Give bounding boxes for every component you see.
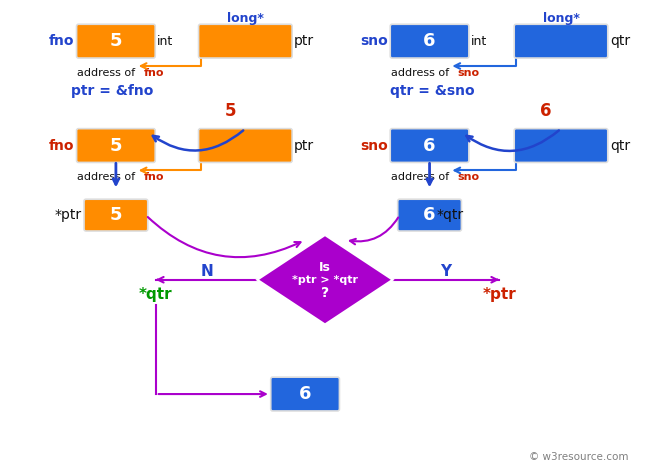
Text: 6: 6 — [423, 32, 436, 50]
FancyBboxPatch shape — [390, 24, 469, 58]
Text: 5: 5 — [109, 32, 122, 50]
Text: *qtr: *qtr — [436, 208, 464, 222]
Text: 6: 6 — [423, 136, 436, 155]
Text: long*: long* — [542, 12, 579, 25]
Text: qtr: qtr — [610, 139, 630, 153]
Text: long*: long* — [227, 12, 264, 25]
Text: fno: fno — [49, 34, 75, 48]
FancyBboxPatch shape — [271, 377, 339, 411]
Text: sno: sno — [361, 139, 388, 153]
FancyBboxPatch shape — [199, 129, 292, 163]
FancyBboxPatch shape — [199, 24, 292, 58]
Text: ?: ? — [321, 286, 329, 300]
Text: fno: fno — [49, 139, 75, 153]
FancyBboxPatch shape — [390, 129, 469, 163]
Text: int: int — [158, 35, 173, 47]
Text: Y: Y — [441, 264, 452, 279]
Text: address of: address of — [77, 172, 139, 182]
Text: address of: address of — [77, 68, 139, 78]
Text: sno: sno — [458, 68, 480, 78]
Text: Is: Is — [319, 261, 331, 274]
Text: 5: 5 — [109, 206, 122, 224]
FancyBboxPatch shape — [84, 199, 148, 231]
Text: qtr: qtr — [610, 34, 630, 48]
Text: N: N — [200, 264, 213, 279]
Text: fno: fno — [144, 68, 164, 78]
FancyBboxPatch shape — [514, 24, 608, 58]
FancyBboxPatch shape — [77, 129, 155, 163]
Text: 5: 5 — [109, 136, 122, 155]
Text: ptr: ptr — [294, 139, 314, 153]
Text: *ptr > *qtr: *ptr > *qtr — [292, 275, 358, 285]
Text: *qtr: *qtr — [139, 287, 173, 302]
Text: 6: 6 — [423, 206, 436, 224]
Text: fno: fno — [144, 172, 164, 182]
Text: 5: 5 — [225, 102, 236, 120]
Text: *ptr: *ptr — [55, 208, 82, 222]
Text: int: int — [471, 35, 487, 47]
Text: *ptr: *ptr — [482, 287, 516, 302]
Text: ptr: ptr — [294, 34, 314, 48]
FancyBboxPatch shape — [77, 24, 155, 58]
Text: qtr = &sno: qtr = &sno — [390, 84, 475, 98]
FancyBboxPatch shape — [398, 199, 462, 231]
Polygon shape — [257, 235, 393, 324]
Text: 6: 6 — [540, 102, 552, 120]
FancyBboxPatch shape — [514, 129, 608, 163]
Text: address of: address of — [391, 172, 452, 182]
Text: ptr = &fno: ptr = &fno — [71, 84, 154, 98]
Text: © w3resource.com: © w3resource.com — [529, 452, 629, 462]
Text: 6: 6 — [299, 385, 311, 403]
Text: sno: sno — [361, 34, 388, 48]
Text: sno: sno — [458, 172, 480, 182]
Text: address of: address of — [391, 68, 452, 78]
